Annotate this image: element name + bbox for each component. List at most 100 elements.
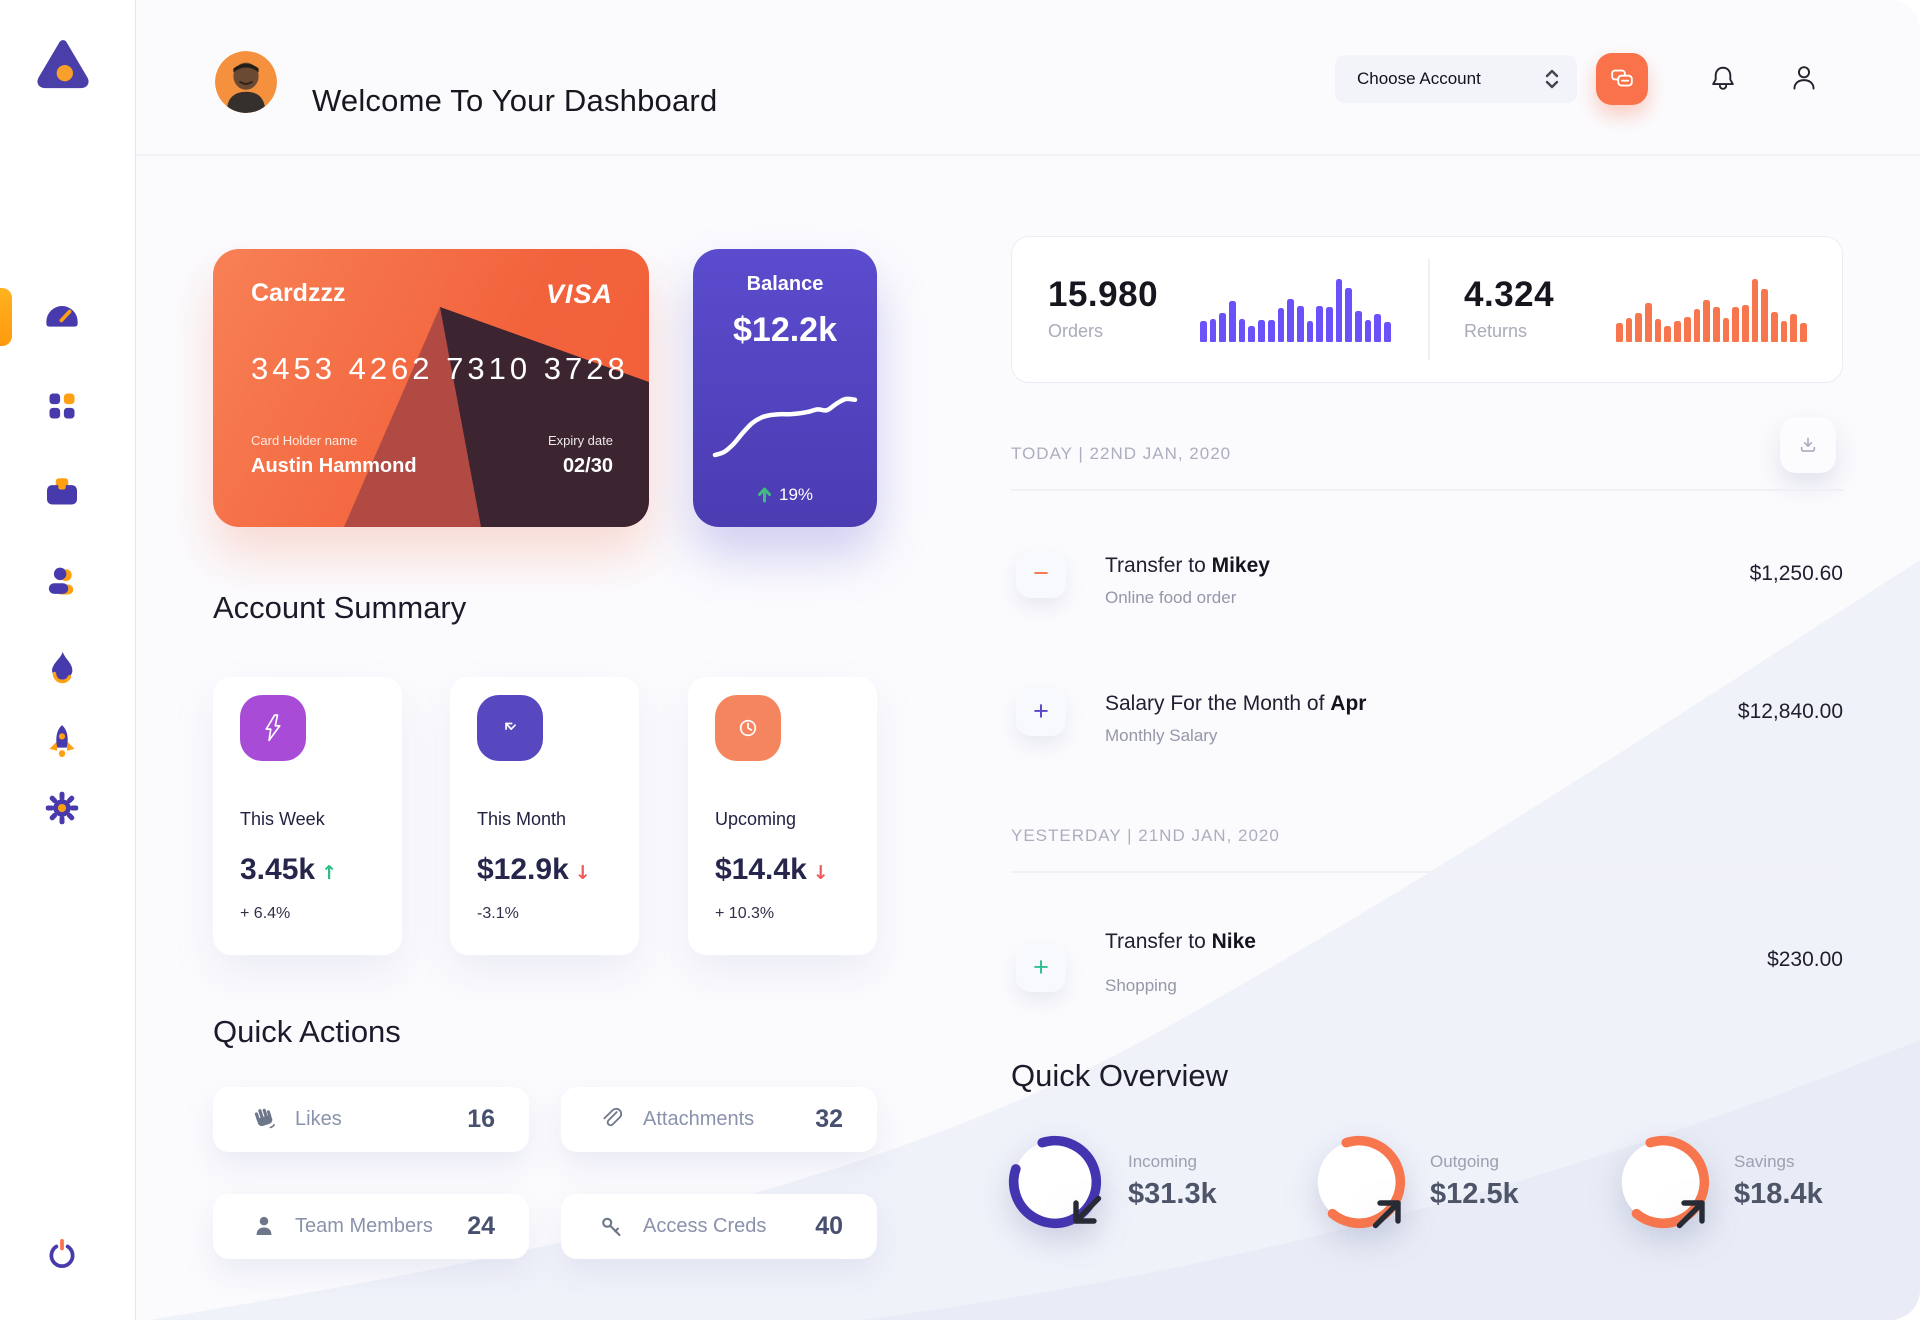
quick-overview-heading: Quick Overview [1011,1058,1229,1093]
account-select[interactable]: Choose Account [1335,55,1577,103]
quick-actions-heading: Quick Actions [213,1014,401,1049]
summary-label: Upcoming [715,809,797,829]
summary-value: 3.45k ↑ [240,853,337,886]
quick-action-team-members[interactable]: Team Members 24 [213,1194,529,1259]
trend-arrow: ↑ [321,862,337,884]
transaction-subtitle: Shopping [1105,976,1177,995]
speedometer-icon [42,296,82,336]
returns-value: 4.324 [1464,275,1555,314]
divider [1428,259,1430,360]
overview-value: $31.3k [1128,1178,1217,1210]
balance-sparkline [712,396,858,458]
quick-action-attachments[interactable]: Attachments 32 [561,1087,877,1152]
divider [1011,871,1843,873]
quick-action-value: 40 [815,1212,843,1240]
card-holder-label: Card Holder name [251,433,358,448]
transaction-amount: $230.00 [1767,948,1843,971]
sidebar-item-logout[interactable] [42,1234,82,1274]
member-icon [247,1210,281,1244]
sidebar-item-dashboard[interactable] [42,296,82,336]
incoming-ring [1007,1134,1103,1230]
orders-mini-bar-chart [1200,279,1398,342]
notifications-button[interactable] [1705,61,1741,97]
download-icon [1796,433,1820,457]
clock-icon [715,695,781,761]
summary-card-upcoming: Upcoming $14.4k ↓ + 10.3% [688,677,877,955]
transaction-group-date: TODAY | 22ND JAN, 2020 [1011,444,1232,463]
transaction-title: Salary For the Month of Apr [1105,692,1367,715]
gear-icon [42,788,82,828]
quick-action-access-creds[interactable]: Access Creds 40 [561,1194,877,1259]
avatar[interactable] [215,51,277,113]
overview-value: $18.4k [1734,1178,1823,1210]
rocket-icon [42,722,82,762]
quick-action-label: Attachments [643,1108,755,1130]
card-decoration [344,307,649,527]
summary-delta: -3.1% [477,905,519,922]
quick-action-label: Likes [295,1108,342,1130]
flame-icon [42,648,82,688]
sidebar-item-work[interactable] [42,472,82,512]
key-icon [595,1210,629,1244]
quick-action-value: 24 [467,1212,495,1240]
transaction-title: Transfer to Mikey [1105,554,1270,577]
card-number: 3453 4262 7310 3728 [251,351,629,386]
summary-value: $14.4k ↓ [715,853,829,886]
transaction-title: Transfer to Nike [1105,930,1256,953]
transaction-subtitle: Monthly Salary [1105,726,1218,745]
quick-action-label: Team Members [295,1215,433,1237]
balance-change: 19% [778,485,814,504]
overview-value: $12.5k [1430,1178,1519,1210]
summary-card-this-week: This Week 3.45k ↑ + 6.4% [213,677,402,955]
chat-button[interactable] [1596,53,1648,105]
balance-value: $12.2k [733,311,837,349]
header: Welcome To Your Dashboard Choose Account [135,0,1920,156]
profile-button[interactable] [1786,61,1822,97]
unfold-chevron-icon [1543,68,1561,90]
transaction-amount: $1,250.60 [1749,562,1843,585]
arrow-up-right-icon [1341,1164,1401,1229]
up-arrow-icon [757,487,772,503]
sidebar-item-settings[interactable] [42,788,82,828]
returns-label: Returns [1464,321,1528,341]
quick-action-label: Access Creds [643,1215,767,1237]
lightning-icon [240,695,306,761]
app-logo-icon [34,36,92,90]
sidebar-item-launch[interactable] [42,722,82,762]
credit-card[interactable]: Cardzzz VISA 3453 4262 7310 3728 Card Ho… [213,249,649,527]
minus-icon: − [1016,548,1066,598]
returns-mini-bar-chart [1616,279,1814,342]
sidebar-item-contacts[interactable] [42,562,82,602]
balance-trend: 19% [693,485,877,505]
summary-delta: + 10.3% [715,905,775,922]
person-icon [1786,61,1822,97]
balance-label: Balance [746,273,824,295]
summary-value: $12.9k ↓ [477,853,591,886]
download-button[interactable] [1780,417,1836,473]
balance-card[interactable]: Balance $12.2k 19% [693,249,877,527]
expiry-date: 02/30 [562,455,613,477]
quick-action-value: 16 [467,1105,495,1133]
transaction-group-date: YESTERDAY | 21ND JAN, 2020 [1011,826,1280,845]
plus-icon: + [1016,942,1066,992]
account-summary-heading: Account Summary [213,590,467,625]
orders-returns-card: 15.980 Orders 4.324 Returns [1011,236,1843,383]
sidebar-item-apps[interactable] [42,386,82,426]
trend-arrow: ↓ [812,862,829,884]
paperclip-icon [595,1103,629,1137]
overview-label: Savings [1734,1152,1795,1171]
quick-action-likes[interactable]: Likes 16 [213,1087,529,1152]
summary-label: This Month [477,809,567,829]
sidebar-item-trending[interactable] [42,648,82,688]
overview-label: Incoming [1128,1152,1197,1171]
grid-icon [42,386,82,426]
overview-label: Outgoing [1430,1152,1499,1171]
transaction-row[interactable]: − Transfer to Mikey Online food order $1… [1011,542,1843,607]
transaction-subtitle: Online food order [1105,588,1237,607]
user-icon [42,562,82,602]
transaction-row[interactable]: + Transfer to Nike Shopping $230.00 [1011,928,1843,995]
card-name: Cardzzz [251,279,346,307]
transaction-row[interactable]: + Salary For the Month of Apr Monthly Sa… [1011,680,1843,745]
orders-value: 15.980 [1048,275,1159,314]
arrow-up-left-icon [477,695,543,761]
